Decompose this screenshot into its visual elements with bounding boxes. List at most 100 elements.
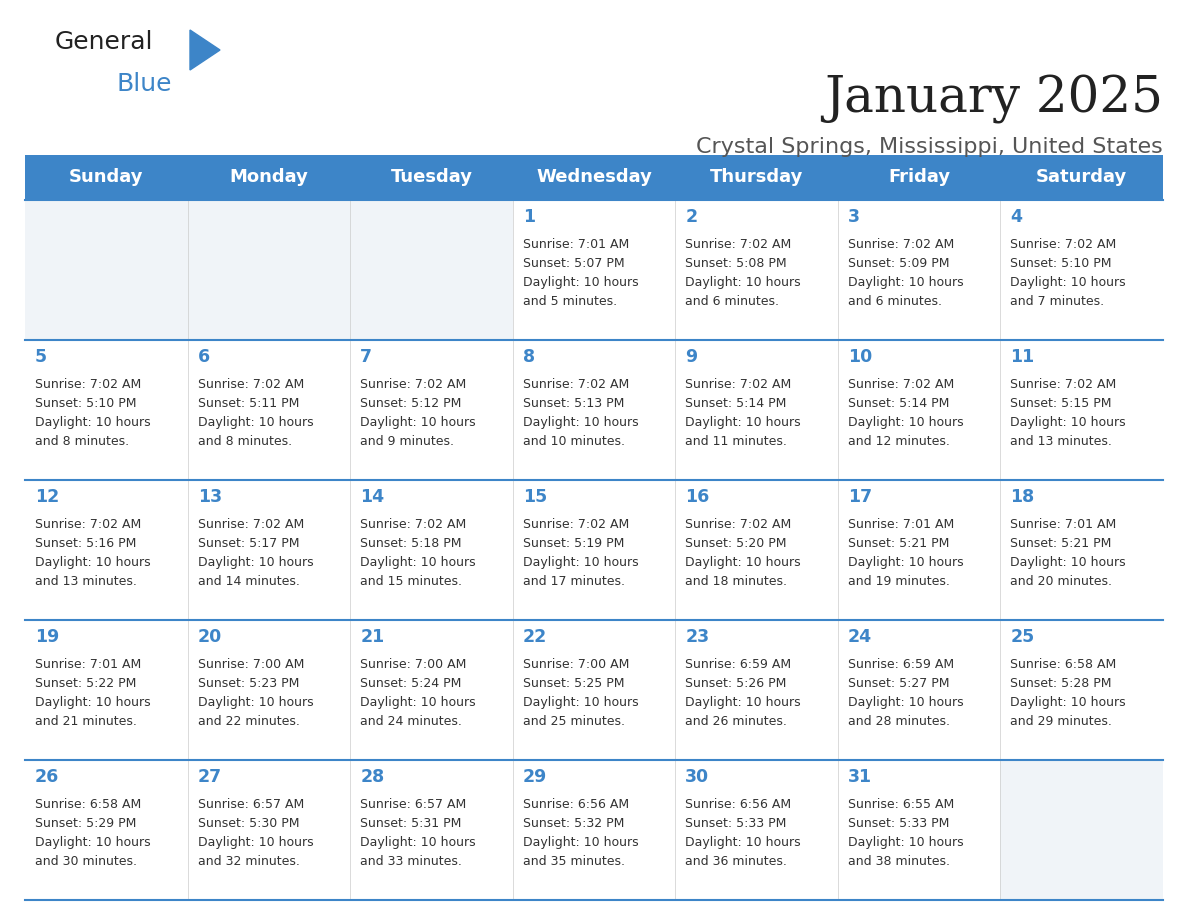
Text: Sunrise: 7:02 AM
Sunset: 5:13 PM
Daylight: 10 hours
and 10 minutes.: Sunrise: 7:02 AM Sunset: 5:13 PM Dayligh…	[523, 378, 638, 448]
Text: Sunrise: 7:02 AM
Sunset: 5:18 PM
Daylight: 10 hours
and 15 minutes.: Sunrise: 7:02 AM Sunset: 5:18 PM Dayligh…	[360, 518, 475, 588]
Bar	[25, 200, 188, 340]
Bar	[25, 620, 188, 760]
Text: Sunrise: 7:02 AM
Sunset: 5:10 PM
Daylight: 10 hours
and 7 minutes.: Sunrise: 7:02 AM Sunset: 5:10 PM Dayligh…	[1011, 238, 1126, 308]
Text: Sunrise: 7:02 AM
Sunset: 5:11 PM
Daylight: 10 hours
and 8 minutes.: Sunrise: 7:02 AM Sunset: 5:11 PM Dayligh…	[197, 378, 314, 448]
Text: 11: 11	[1011, 348, 1035, 366]
Text: Sunrise: 6:56 AM
Sunset: 5:33 PM
Daylight: 10 hours
and 36 minutes.: Sunrise: 6:56 AM Sunset: 5:33 PM Dayligh…	[685, 798, 801, 868]
Bar	[513, 480, 675, 620]
Bar	[1000, 760, 1163, 900]
Text: Thursday: Thursday	[710, 169, 803, 186]
Bar	[350, 620, 513, 760]
Text: Crystal Springs, Mississippi, United States: Crystal Springs, Mississippi, United Sta…	[696, 137, 1163, 157]
Bar	[188, 620, 350, 760]
Text: 22: 22	[523, 628, 546, 646]
Text: 12: 12	[34, 488, 59, 506]
Bar	[25, 155, 1163, 200]
Text: Sunrise: 7:02 AM
Sunset: 5:16 PM
Daylight: 10 hours
and 13 minutes.: Sunrise: 7:02 AM Sunset: 5:16 PM Dayligh…	[34, 518, 151, 588]
Bar	[188, 200, 350, 340]
Text: Sunrise: 6:59 AM
Sunset: 5:26 PM
Daylight: 10 hours
and 26 minutes.: Sunrise: 6:59 AM Sunset: 5:26 PM Dayligh…	[685, 658, 801, 728]
Text: Wednesday: Wednesday	[536, 169, 652, 186]
Text: Blue: Blue	[116, 72, 172, 96]
Text: 28: 28	[360, 768, 385, 786]
Text: 10: 10	[848, 348, 872, 366]
Text: Friday: Friday	[889, 169, 950, 186]
Text: Tuesday: Tuesday	[391, 169, 473, 186]
Bar	[513, 200, 675, 340]
Bar	[25, 480, 188, 620]
Bar	[513, 340, 675, 480]
Text: 31: 31	[848, 768, 872, 786]
Bar	[350, 760, 513, 900]
Text: 8: 8	[523, 348, 535, 366]
Bar	[188, 480, 350, 620]
Text: 14: 14	[360, 488, 384, 506]
Text: Monday: Monday	[229, 169, 309, 186]
Text: 27: 27	[197, 768, 222, 786]
Bar	[675, 480, 838, 620]
Text: 1: 1	[523, 208, 535, 226]
Text: Sunrise: 7:02 AM
Sunset: 5:10 PM
Daylight: 10 hours
and 8 minutes.: Sunrise: 7:02 AM Sunset: 5:10 PM Dayligh…	[34, 378, 151, 448]
Text: Sunrise: 6:57 AM
Sunset: 5:31 PM
Daylight: 10 hours
and 33 minutes.: Sunrise: 6:57 AM Sunset: 5:31 PM Dayligh…	[360, 798, 475, 868]
Text: Sunrise: 7:02 AM
Sunset: 5:19 PM
Daylight: 10 hours
and 17 minutes.: Sunrise: 7:02 AM Sunset: 5:19 PM Dayligh…	[523, 518, 638, 588]
Bar	[838, 200, 1000, 340]
Bar	[188, 760, 350, 900]
Text: Sunrise: 6:55 AM
Sunset: 5:33 PM
Daylight: 10 hours
and 38 minutes.: Sunrise: 6:55 AM Sunset: 5:33 PM Dayligh…	[848, 798, 963, 868]
Bar	[838, 760, 1000, 900]
Text: Sunrise: 7:02 AM
Sunset: 5:20 PM
Daylight: 10 hours
and 18 minutes.: Sunrise: 7:02 AM Sunset: 5:20 PM Dayligh…	[685, 518, 801, 588]
Text: 24: 24	[848, 628, 872, 646]
Text: Sunrise: 6:59 AM
Sunset: 5:27 PM
Daylight: 10 hours
and 28 minutes.: Sunrise: 6:59 AM Sunset: 5:27 PM Dayligh…	[848, 658, 963, 728]
Bar	[838, 480, 1000, 620]
Text: Sunrise: 6:57 AM
Sunset: 5:30 PM
Daylight: 10 hours
and 32 minutes.: Sunrise: 6:57 AM Sunset: 5:30 PM Dayligh…	[197, 798, 314, 868]
Text: Sunrise: 7:01 AM
Sunset: 5:21 PM
Daylight: 10 hours
and 19 minutes.: Sunrise: 7:01 AM Sunset: 5:21 PM Dayligh…	[848, 518, 963, 588]
Text: 30: 30	[685, 768, 709, 786]
Bar	[1000, 620, 1163, 760]
Bar	[513, 760, 675, 900]
Text: 25: 25	[1011, 628, 1035, 646]
Text: Sunrise: 7:00 AM
Sunset: 5:23 PM
Daylight: 10 hours
and 22 minutes.: Sunrise: 7:00 AM Sunset: 5:23 PM Dayligh…	[197, 658, 314, 728]
Text: 9: 9	[685, 348, 697, 366]
Text: 19: 19	[34, 628, 59, 646]
Bar	[675, 340, 838, 480]
Text: 29: 29	[523, 768, 546, 786]
Text: 26: 26	[34, 768, 59, 786]
Text: 3: 3	[848, 208, 860, 226]
Text: Sunrise: 7:02 AM
Sunset: 5:12 PM
Daylight: 10 hours
and 9 minutes.: Sunrise: 7:02 AM Sunset: 5:12 PM Dayligh…	[360, 378, 475, 448]
Text: 13: 13	[197, 488, 222, 506]
Bar	[513, 620, 675, 760]
Text: 21: 21	[360, 628, 385, 646]
Text: Sunrise: 7:02 AM
Sunset: 5:08 PM
Daylight: 10 hours
and 6 minutes.: Sunrise: 7:02 AM Sunset: 5:08 PM Dayligh…	[685, 238, 801, 308]
Text: Sunrise: 7:02 AM
Sunset: 5:14 PM
Daylight: 10 hours
and 11 minutes.: Sunrise: 7:02 AM Sunset: 5:14 PM Dayligh…	[685, 378, 801, 448]
Text: Sunrise: 7:00 AM
Sunset: 5:25 PM
Daylight: 10 hours
and 25 minutes.: Sunrise: 7:00 AM Sunset: 5:25 PM Dayligh…	[523, 658, 638, 728]
Bar	[188, 340, 350, 480]
Text: Sunday: Sunday	[69, 169, 144, 186]
Text: 5: 5	[34, 348, 48, 366]
Text: Sunrise: 7:02 AM
Sunset: 5:09 PM
Daylight: 10 hours
and 6 minutes.: Sunrise: 7:02 AM Sunset: 5:09 PM Dayligh…	[848, 238, 963, 308]
Bar	[350, 480, 513, 620]
Text: 4: 4	[1011, 208, 1023, 226]
Text: January 2025: January 2025	[824, 75, 1163, 125]
Text: 18: 18	[1011, 488, 1035, 506]
Text: 16: 16	[685, 488, 709, 506]
Text: Sunrise: 7:00 AM
Sunset: 5:24 PM
Daylight: 10 hours
and 24 minutes.: Sunrise: 7:00 AM Sunset: 5:24 PM Dayligh…	[360, 658, 475, 728]
Polygon shape	[190, 30, 220, 70]
Bar	[350, 200, 513, 340]
Text: Sunrise: 7:02 AM
Sunset: 5:17 PM
Daylight: 10 hours
and 14 minutes.: Sunrise: 7:02 AM Sunset: 5:17 PM Dayligh…	[197, 518, 314, 588]
Bar	[838, 340, 1000, 480]
Bar	[350, 340, 513, 480]
Text: 20: 20	[197, 628, 222, 646]
Text: 6: 6	[197, 348, 210, 366]
Bar	[675, 200, 838, 340]
Bar	[838, 620, 1000, 760]
Text: Sunrise: 7:01 AM
Sunset: 5:07 PM
Daylight: 10 hours
and 5 minutes.: Sunrise: 7:01 AM Sunset: 5:07 PM Dayligh…	[523, 238, 638, 308]
Bar	[25, 340, 188, 480]
Bar	[675, 760, 838, 900]
Text: 17: 17	[848, 488, 872, 506]
Bar	[1000, 200, 1163, 340]
Text: Sunrise: 7:01 AM
Sunset: 5:22 PM
Daylight: 10 hours
and 21 minutes.: Sunrise: 7:01 AM Sunset: 5:22 PM Dayligh…	[34, 658, 151, 728]
Text: Sunrise: 7:02 AM
Sunset: 5:14 PM
Daylight: 10 hours
and 12 minutes.: Sunrise: 7:02 AM Sunset: 5:14 PM Dayligh…	[848, 378, 963, 448]
Text: 23: 23	[685, 628, 709, 646]
Bar	[1000, 340, 1163, 480]
Text: 2: 2	[685, 208, 697, 226]
Text: Saturday: Saturday	[1036, 169, 1127, 186]
Text: Sunrise: 6:58 AM
Sunset: 5:28 PM
Daylight: 10 hours
and 29 minutes.: Sunrise: 6:58 AM Sunset: 5:28 PM Dayligh…	[1011, 658, 1126, 728]
